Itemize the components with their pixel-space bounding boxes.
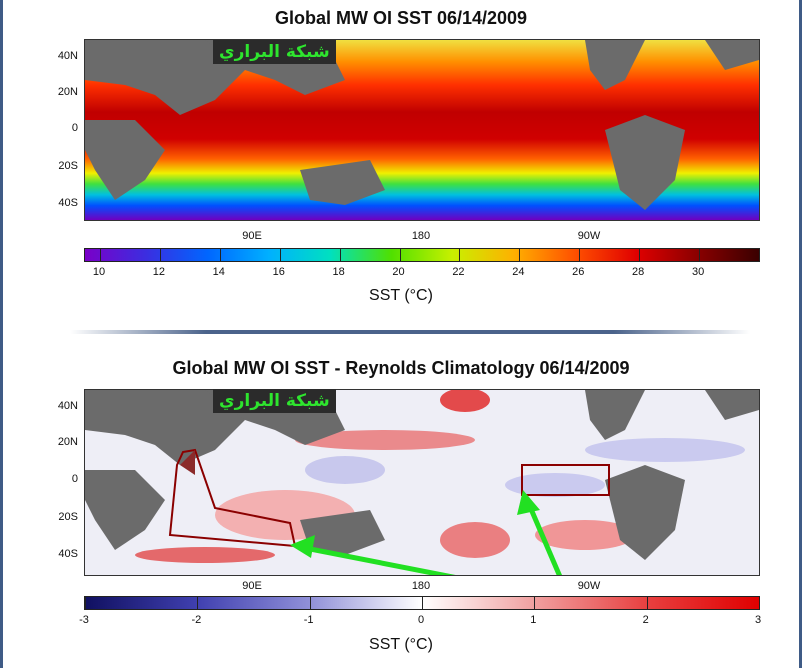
lat-label: 20S — [58, 160, 78, 172]
watermark: شبكة البراري — [213, 40, 336, 64]
colorbar-tick-label: 0 — [417, 614, 425, 626]
colorbar-tick-label: 20 — [392, 266, 405, 278]
colorbar-tick — [99, 249, 101, 261]
highlight-region-indian-ocean — [168, 448, 297, 548]
colorbar-tick — [219, 249, 221, 261]
colorbar-tick-label: 1 — [530, 614, 537, 626]
colorbar-tick-label: 22 — [452, 266, 465, 278]
colorbar-tick — [159, 249, 161, 261]
colorbar-tick — [534, 597, 536, 609]
anomaly-map-canvas — [85, 390, 759, 575]
lon-label: 90W — [577, 580, 601, 592]
colorbar-tick — [279, 249, 281, 261]
colorbar-tick-label: 16 — [272, 266, 285, 278]
colorbar-tick — [759, 597, 760, 609]
panel2-title: Global MW OI SST - Reynolds Climatology … — [172, 358, 630, 378]
lat-label: 20N — [57, 86, 78, 98]
lat-label: 0 — [71, 122, 78, 134]
colorbar-tick — [519, 249, 521, 261]
lat-label: 40N — [57, 50, 78, 62]
colorbar-tick-label: 30 — [691, 266, 705, 278]
colorbar-unit-label: SST (°C) — [369, 636, 433, 653]
colorbar-tick-label: 18 — [332, 266, 345, 278]
colorbar-tick — [639, 249, 641, 261]
lon-label: 90E — [242, 230, 262, 242]
colorbar-tick — [422, 597, 423, 609]
colorbar-tick — [309, 597, 311, 609]
colorbar-tick-label: 10 — [92, 266, 106, 278]
colorbar-tick-label: 26 — [572, 266, 585, 278]
colorbar-tick — [399, 249, 401, 261]
colorbar-tick-label: 2 — [642, 614, 649, 626]
colorbar-tick — [459, 249, 461, 261]
anomaly-map — [84, 389, 760, 576]
green-arrow-head — [290, 535, 315, 558]
colorbar-tick-label: -2 — [191, 614, 202, 626]
lat-label: 0 — [71, 473, 78, 485]
colorbar-tick-label: -3 — [79, 614, 89, 626]
window-frame-right — [799, 0, 802, 668]
lat-label: 20S — [58, 511, 78, 523]
sst-map-canvas — [85, 40, 759, 220]
lat-label: 40S — [58, 197, 78, 209]
colorbar-unit-label: SST (°C) — [369, 287, 433, 304]
sst-map — [84, 39, 760, 221]
colorbar-tick-label: 24 — [512, 266, 525, 278]
annotation-arrowhead — [180, 450, 195, 475]
green-arrow-line — [299, 544, 456, 575]
colorbar-sst — [84, 248, 760, 262]
lon-label: 180 — [411, 230, 431, 242]
colorbar-tick — [339, 249, 341, 261]
lon-label: 90W — [577, 230, 601, 242]
colorbar-tick — [699, 249, 701, 261]
colorbar-tick-label: 3 — [754, 614, 762, 626]
panel1-title: Global MW OI SST 06/14/2009 — [274, 8, 528, 28]
lat-label: 40N — [57, 400, 78, 412]
colorbar-anomaly — [84, 596, 760, 610]
colorbar-tick — [197, 597, 199, 609]
window-frame-left — [0, 0, 3, 668]
colorbar-tick — [85, 597, 86, 609]
colorbar-tick — [646, 597, 648, 609]
colorbar-tick — [579, 249, 581, 261]
colorbar-tick-label: -1 — [303, 614, 314, 626]
lat-label: 40S — [58, 548, 78, 560]
green-arrow-line — [525, 501, 563, 575]
lon-label: 180 — [411, 580, 431, 592]
watermark: شبكة البراري — [213, 389, 336, 413]
lon-label: 90E — [242, 580, 262, 592]
colorbar-tick-label: 14 — [212, 266, 225, 278]
separator — [70, 330, 750, 334]
colorbar-tick-label: 28 — [632, 266, 645, 278]
lat-label: 20N — [57, 436, 78, 448]
colorbar-tick-label: 12 — [152, 266, 165, 278]
green-arrow-head — [517, 490, 540, 515]
highlight-region-equatorial-pacific — [521, 464, 610, 496]
